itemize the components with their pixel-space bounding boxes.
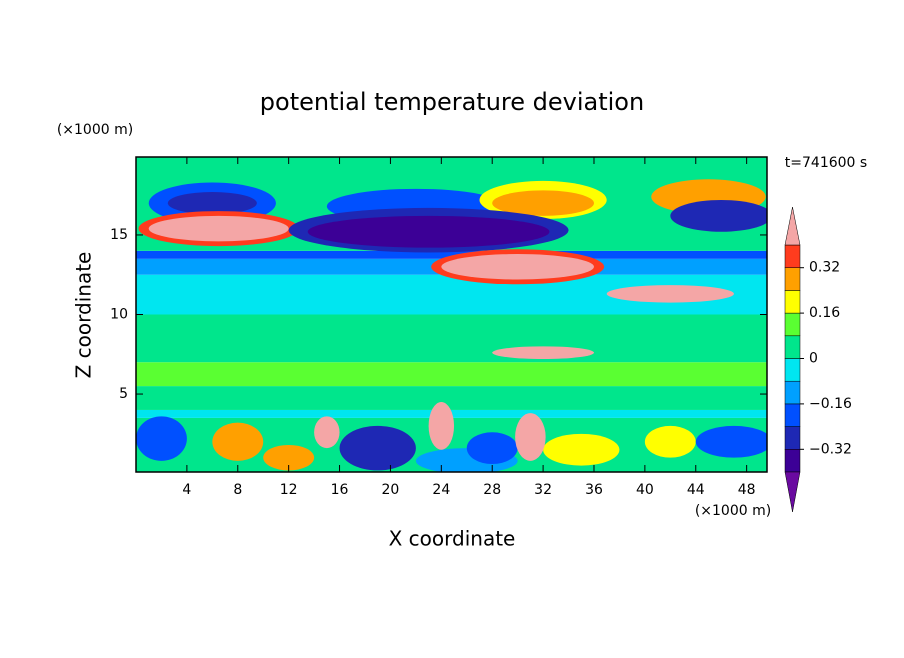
- colorbar-tick-label: −0.32: [809, 441, 852, 457]
- x-tick-label: 4: [182, 482, 191, 498]
- colorbar-tick-label: 0.16: [809, 305, 840, 321]
- colorbar-tick-label: 0.32: [809, 260, 840, 276]
- contour-region: [167, 192, 257, 215]
- colorbar-over: [784, 206, 801, 246]
- time-annotation: t=741600 s: [785, 155, 867, 171]
- contour-region: [307, 215, 550, 248]
- colorbar-band: [784, 449, 801, 473]
- contour-region: [492, 190, 594, 216]
- colorbar-band: [784, 403, 801, 427]
- colorbar-band: [784, 244, 801, 268]
- colorbar-band: [784, 358, 801, 382]
- y-tick-label: 10: [110, 307, 128, 323]
- contour-region: [606, 285, 734, 303]
- y-unit: (×1000 m): [57, 122, 133, 138]
- colorbar-band: [784, 290, 801, 314]
- colorbar-band: [784, 335, 801, 359]
- contour-region: [263, 444, 315, 471]
- axes: 4 8 12 16 20 24 28 32 36 40 44 4851015−0.32−0.1600.…: [110, 156, 852, 513]
- contour-region: [148, 215, 289, 242]
- x-unit: (×1000 m): [695, 503, 771, 519]
- contour-region: [314, 416, 340, 449]
- contour-region: [515, 413, 546, 461]
- colorbar-band: [784, 380, 801, 405]
- contour-layer: [136, 250, 767, 259]
- contour-region: [339, 425, 416, 471]
- x-tick-label: 48: [738, 482, 756, 498]
- contour-region: [492, 346, 594, 360]
- contour-region: [441, 254, 594, 280]
- contour-region: [543, 433, 620, 466]
- contour-region: [670, 199, 767, 232]
- contour-region: [428, 402, 455, 450]
- contour-region: [466, 432, 518, 465]
- contour-region: [136, 416, 187, 461]
- x-tick-label: 12: [280, 482, 298, 498]
- colorbar-under: [784, 471, 801, 513]
- contour-field: [136, 157, 767, 472]
- contour-layer: [136, 314, 767, 363]
- colorbar-band: [784, 267, 801, 291]
- contour-region: [644, 425, 696, 458]
- x-axis-label: X coordinate: [389, 527, 516, 551]
- colorbar-tick-label: −0.16: [809, 396, 852, 412]
- contour-layer: [136, 386, 767, 410]
- x-tick-label: 44: [687, 482, 705, 498]
- contour-region: [212, 422, 264, 461]
- x-tick-label: 20: [382, 482, 400, 498]
- colorbar-tick-label: 0: [809, 351, 818, 367]
- colorbar-band: [784, 312, 801, 337]
- colorbar-band: [784, 426, 801, 450]
- x-tick-label: 40: [636, 482, 654, 498]
- x-tick-label: 8: [233, 482, 242, 498]
- contour-layer: [136, 362, 767, 387]
- y-tick-label: 5: [119, 386, 128, 402]
- x-tick-label: 32: [534, 482, 552, 498]
- y-axis-label: Z coordinate: [72, 252, 96, 379]
- x-tick-label: 16: [331, 482, 349, 498]
- chart-title: potential temperature deviation: [260, 88, 644, 116]
- x-tick-label: 36: [585, 482, 603, 498]
- contour-region: [695, 425, 767, 458]
- x-tick-label: 28: [483, 482, 501, 498]
- y-tick-label: 15: [110, 227, 128, 243]
- x-tick-label: 24: [432, 482, 450, 498]
